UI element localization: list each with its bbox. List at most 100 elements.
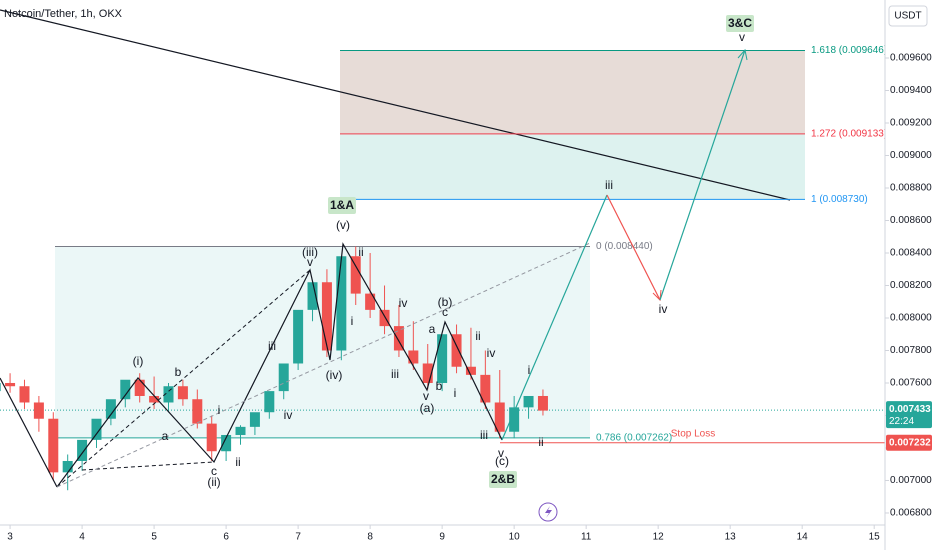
candle-body xyxy=(537,395,548,411)
wave-label: (ii) xyxy=(207,475,220,489)
wave-label: a xyxy=(429,322,436,336)
candle-body xyxy=(221,434,232,452)
candle-body xyxy=(177,386,188,400)
y-tick-label: 0.009000 xyxy=(890,150,932,161)
wave-label: iv xyxy=(399,296,408,310)
wave-label: iii xyxy=(391,367,399,381)
candle-body xyxy=(62,460,73,473)
wave-label: iv xyxy=(284,408,293,422)
candle-body xyxy=(48,418,59,473)
y-tick-label: 0.008200 xyxy=(890,280,932,291)
candle-body xyxy=(0,382,1,392)
wave-label: (b) xyxy=(438,295,453,309)
wave-label: (i) xyxy=(133,354,144,368)
projection xyxy=(501,194,608,441)
candle-body xyxy=(393,326,404,351)
candle-body xyxy=(278,363,289,392)
wave-label: iv xyxy=(487,346,496,360)
currency: USDT xyxy=(894,11,921,22)
x-tick-label: 8 xyxy=(367,532,373,543)
wave-path xyxy=(56,242,503,488)
target-zone-top xyxy=(340,50,805,133)
wave-label: ii xyxy=(358,245,363,259)
fib-label: 1.618 (0.009646) xyxy=(811,45,887,56)
y-tick-label: 0.007600 xyxy=(890,378,932,389)
candle-body xyxy=(480,374,491,403)
candle-body xyxy=(523,395,534,408)
wave-label: c xyxy=(442,305,448,319)
arrow-head xyxy=(737,48,748,61)
wave-label: b xyxy=(175,365,182,379)
candle-body xyxy=(321,282,332,351)
candle-body xyxy=(5,382,16,387)
x-tick-label: 6 xyxy=(223,532,229,543)
candle-body xyxy=(293,309,304,364)
wave-label: c xyxy=(211,464,217,478)
candle-body xyxy=(163,386,174,403)
candle-body xyxy=(91,418,102,440)
fib-label: 0 (0.008440) xyxy=(596,241,653,252)
x-tick-label: 15 xyxy=(869,532,881,543)
x-tick-label: 4 xyxy=(79,532,85,543)
x-tick-label: 14 xyxy=(797,532,809,543)
candle-body xyxy=(408,350,419,364)
wave-label: iii xyxy=(605,178,613,192)
candle-body xyxy=(307,282,318,310)
projection xyxy=(659,49,746,301)
chart-title: Notcoin/Tether, 1h, OKX xyxy=(4,8,123,20)
boxed-label: 2&B xyxy=(491,472,515,486)
wave-label: ii xyxy=(235,455,240,469)
fib-label: 0.786 (0.007262) xyxy=(596,433,672,444)
channel-line xyxy=(81,461,215,471)
wave-label: a xyxy=(162,429,169,443)
wave-label: v xyxy=(307,255,313,269)
candle-body xyxy=(149,395,160,403)
currency-button[interactable] xyxy=(888,5,928,27)
candle-body xyxy=(451,334,462,367)
stop-tag xyxy=(886,434,932,451)
wave-label: i xyxy=(218,403,221,417)
label-box xyxy=(489,471,517,488)
fib-label: 1.272 (0.009133) xyxy=(811,129,887,140)
candle-body xyxy=(465,366,476,375)
candle-body xyxy=(437,334,448,383)
candle-body xyxy=(192,399,203,424)
y-tick-label: 0.008600 xyxy=(890,215,932,226)
time-axis xyxy=(0,525,885,550)
y-tick-label: 0.009200 xyxy=(890,118,932,129)
price-axis xyxy=(885,0,932,550)
trend-line xyxy=(0,9,791,201)
y-tick-label: 0.009400 xyxy=(890,85,932,96)
candle-body xyxy=(235,426,246,435)
wave-label: (iv) xyxy=(326,368,343,382)
target-zone xyxy=(340,133,805,200)
countdown: 22:24 xyxy=(889,416,914,427)
wave-path xyxy=(0,377,58,488)
wave-label: (iii) xyxy=(302,245,318,259)
wave-label: (a) xyxy=(420,401,435,415)
candle-body xyxy=(365,293,376,310)
candle-body xyxy=(336,256,347,351)
boxed-label: 3&C xyxy=(728,16,752,30)
y-tick-label: 0.006800 xyxy=(890,508,932,519)
fib-label: 1 (0.008730) xyxy=(811,194,868,205)
y-tick-label: 0.007000 xyxy=(890,475,932,486)
wave-label: v xyxy=(423,389,429,403)
projection xyxy=(606,194,661,301)
boxed-label: 1&A xyxy=(330,198,354,212)
x-tick-label: 13 xyxy=(725,532,737,543)
label-box xyxy=(726,15,754,32)
wave-label: v xyxy=(498,446,504,460)
wave-label: iii xyxy=(268,339,276,353)
x-tick-label: 12 xyxy=(653,532,665,543)
wave-label: b xyxy=(436,379,443,393)
x-tick-label: 5 xyxy=(151,532,157,543)
candle-body xyxy=(77,439,88,461)
candle-body xyxy=(120,379,131,400)
x-tick-label: 10 xyxy=(509,532,521,543)
y-tick-label: 0.009600 xyxy=(890,53,932,64)
stop-loss-text: Stop Loss xyxy=(671,428,715,439)
wave-label: i xyxy=(454,386,457,400)
wave-label: iii xyxy=(480,428,488,442)
